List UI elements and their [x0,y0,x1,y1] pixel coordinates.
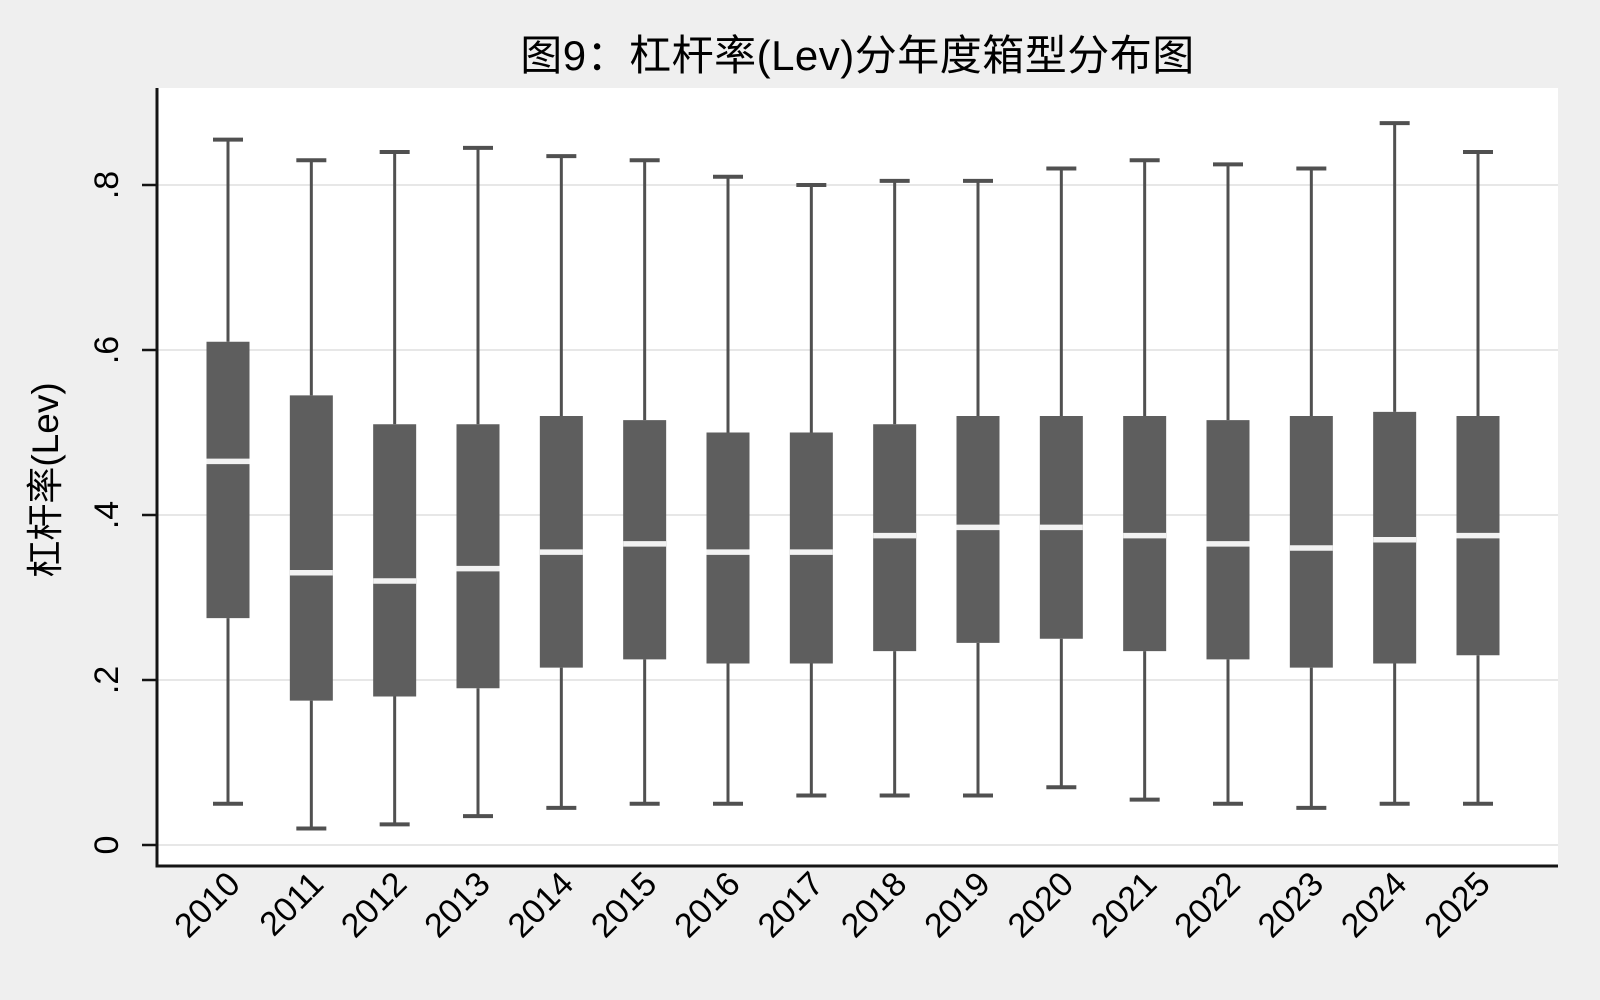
x-label-2019: 2019 [917,865,997,945]
median-2021 [1123,532,1167,539]
box-2023 [1289,416,1333,668]
x-label-2010: 2010 [167,865,247,945]
median-2013 [456,565,500,572]
median-2015 [623,541,667,547]
y-tick-label-.2: .2 [88,666,126,694]
x-label-2014: 2014 [501,865,581,945]
x-label-2020: 2020 [1001,865,1081,945]
x-label-2018: 2018 [834,865,914,945]
x-label-2012: 2012 [334,865,414,945]
median-2014 [539,549,583,555]
box-2015 [623,420,667,660]
box-2022 [1206,420,1250,660]
median-2016 [706,549,750,555]
y-tick-label-.6: .6 [88,336,126,364]
box-2013 [456,424,500,689]
median-2024 [1373,537,1417,543]
x-label-2015: 2015 [584,865,664,945]
box-2011 [289,395,333,701]
box-2017 [789,432,833,664]
y-tick-label-.4: .4 [88,501,126,529]
median-2011 [289,570,333,576]
x-label-2023: 2023 [1251,865,1331,945]
median-2019 [956,524,1000,531]
y-tick-label-0: 0 [88,836,126,855]
x-label-2025: 2025 [1417,865,1497,945]
median-2025 [1456,532,1500,539]
x-label-2013: 2013 [417,865,497,945]
box-2012 [373,424,417,697]
median-2017 [789,549,833,555]
y-tick-label-.8: .8 [88,171,126,199]
x-label-2022: 2022 [1167,865,1247,945]
x-label-2011: 2011 [252,865,331,944]
figure-title: 图9：杠杆率(Lev)分年度箱型分布图 [520,32,1195,79]
box-2016 [706,432,750,664]
median-2012 [373,578,417,584]
y-axis-title: 杠杆率(Lev) [25,382,66,577]
x-label-2021: 2021 [1084,865,1164,945]
median-2010 [206,458,250,465]
box-2010 [206,341,250,619]
median-2018 [873,532,917,539]
median-2020 [1039,524,1083,531]
median-2022 [1206,541,1250,547]
x-label-2016: 2016 [667,865,747,945]
median-2023 [1289,545,1333,551]
x-label-2024: 2024 [1334,865,1414,945]
plot-area [157,88,1558,866]
x-label-2017: 2017 [751,865,831,945]
box-2014 [539,416,583,668]
